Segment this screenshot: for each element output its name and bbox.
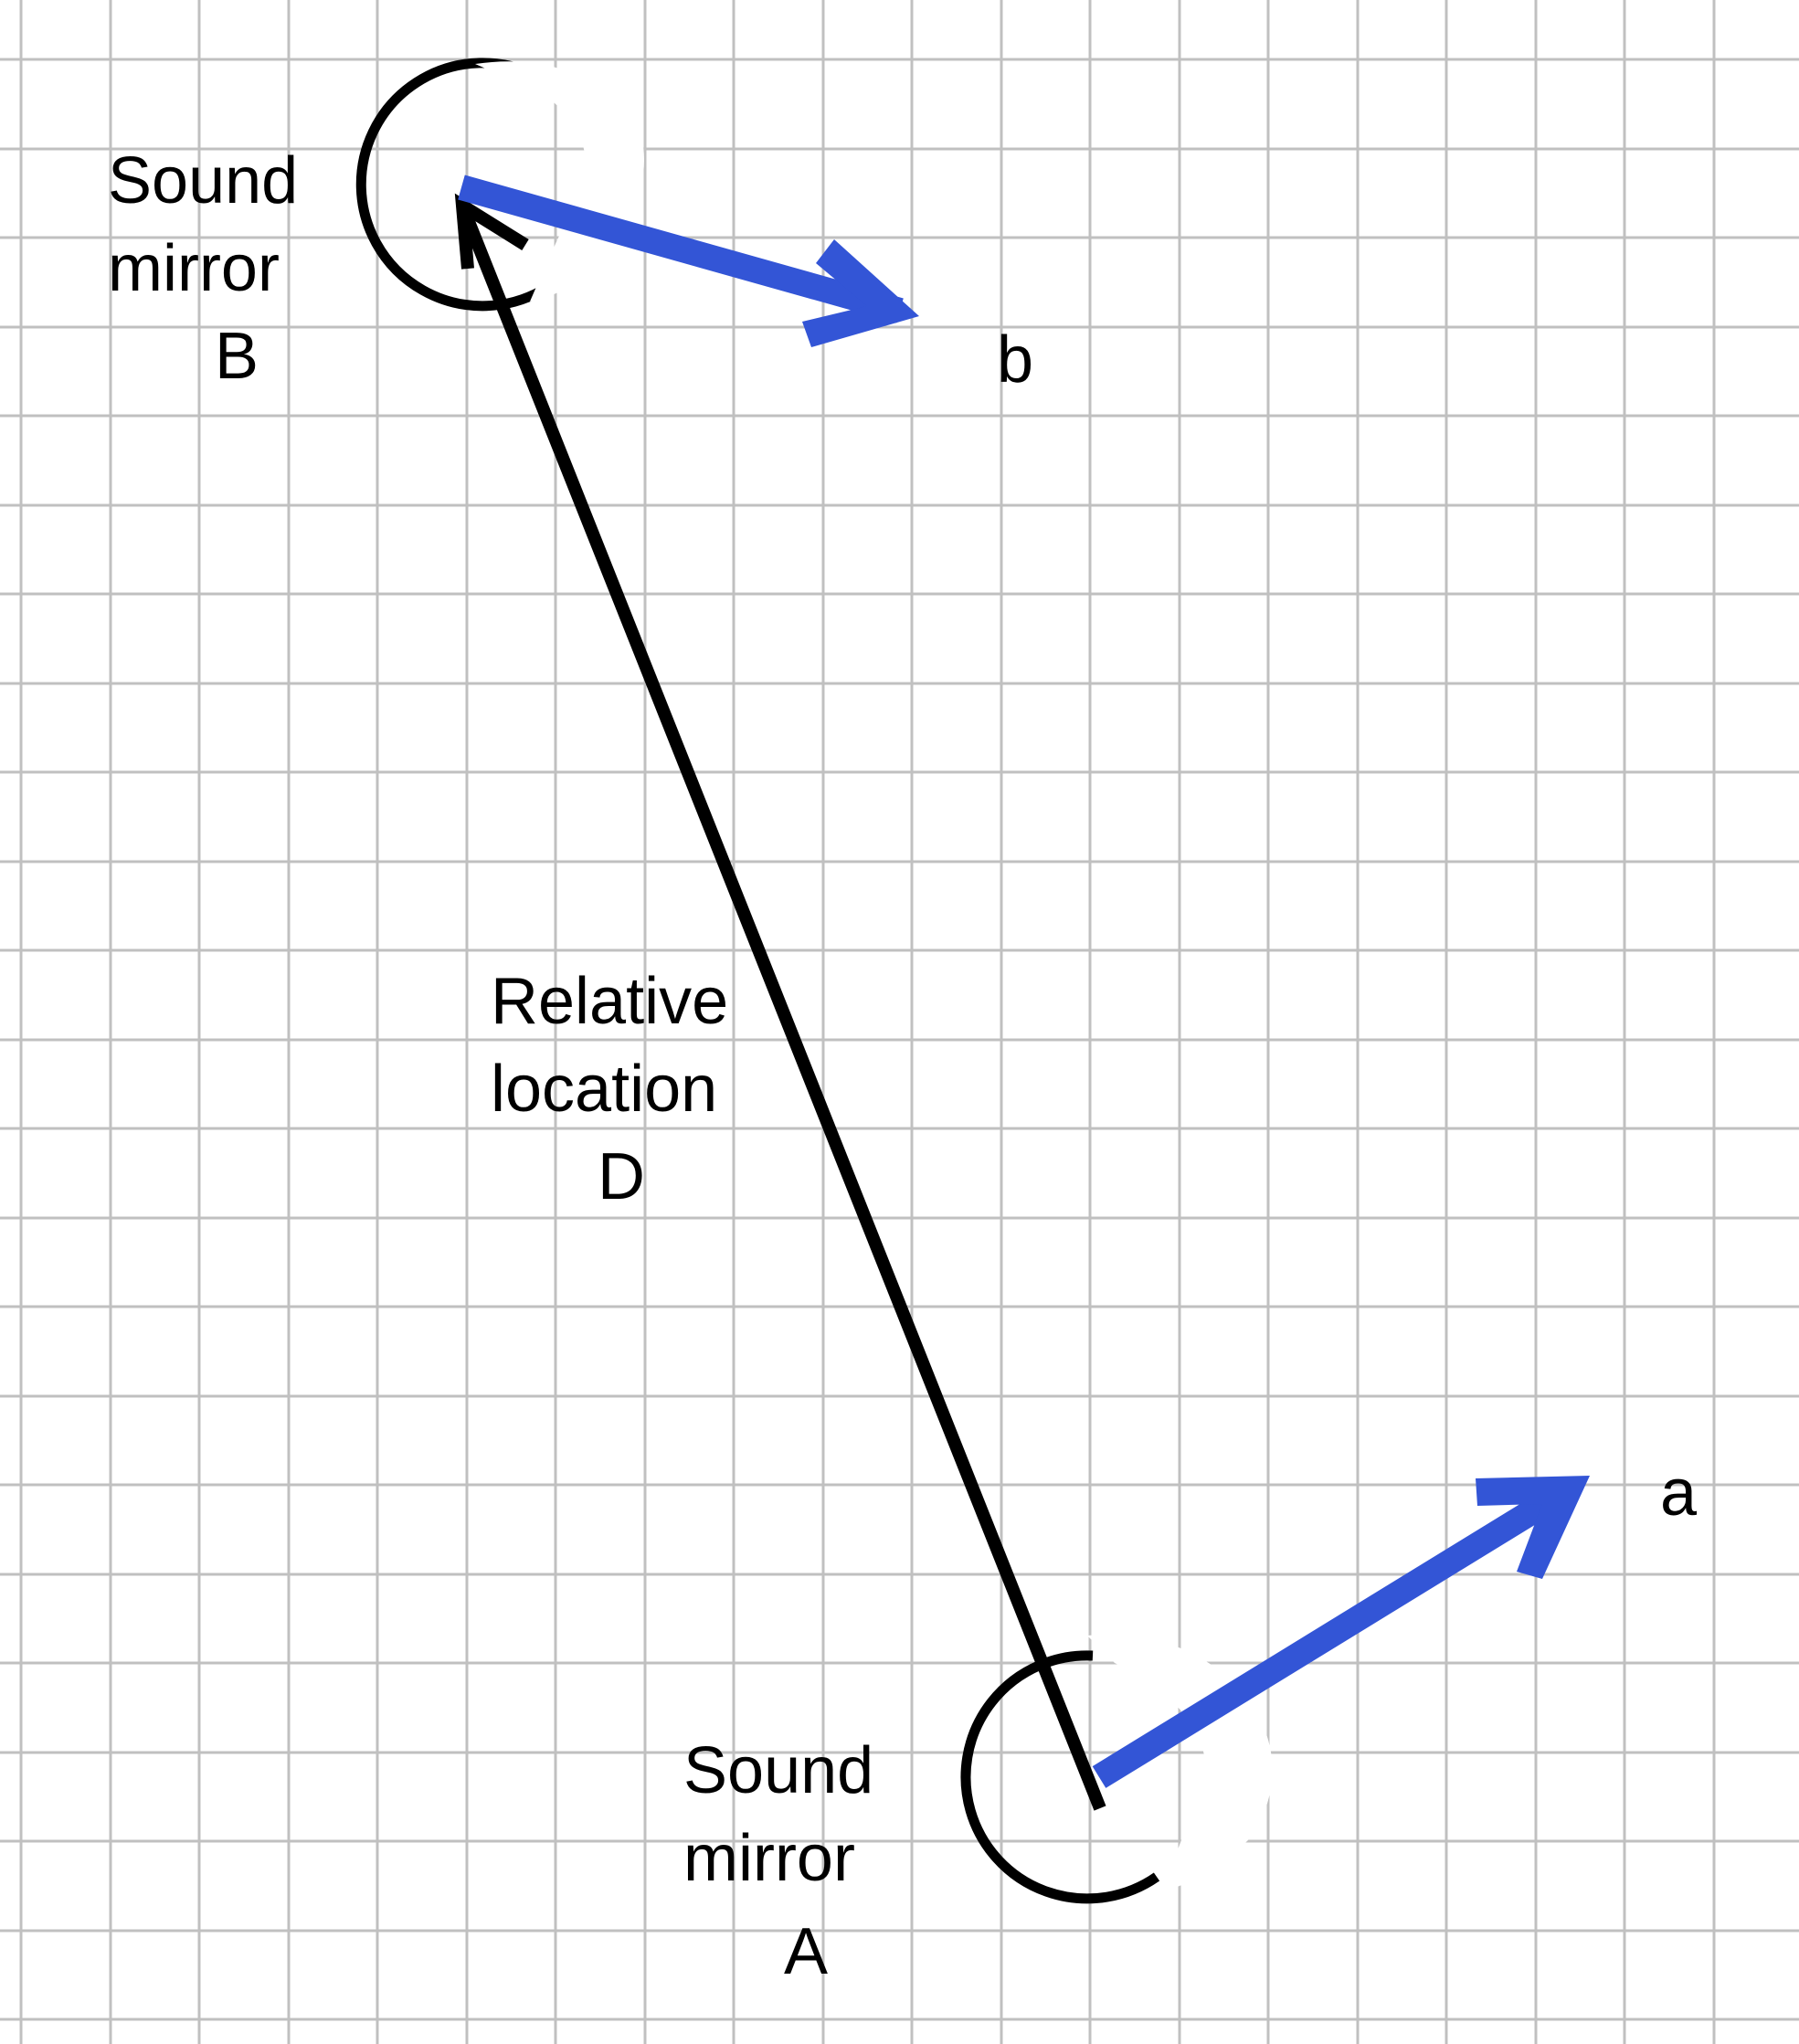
vector-b-shaft (458, 175, 904, 323)
sound-mirror-b-arc (355, 58, 545, 312)
relative-location-vector (454, 193, 1106, 1811)
vector-a-shaft (1092, 1482, 1570, 1788)
label-vector-b: b (997, 323, 1033, 397)
label-vector-a: a (1660, 1456, 1698, 1530)
vector-a-arrowhead (1476, 1476, 1590, 1579)
label-sound-mirror-b: Sound mirror B (108, 144, 316, 393)
sound-mirror-a-arc (960, 1650, 1160, 1904)
vector-b-arrowhead (802, 239, 919, 347)
relative-location-shaft (456, 203, 1106, 1811)
vector-a (1092, 1476, 1590, 1788)
sound-mirror-b (355, 58, 644, 312)
sound-mirror-b-smudge (475, 61, 644, 302)
vector-b (458, 175, 919, 347)
relative-location-arrowhead (454, 193, 529, 270)
label-relative-location: Relative location D (491, 965, 746, 1213)
label-sound-mirror-a: Sound mirror A (683, 1734, 892, 1988)
